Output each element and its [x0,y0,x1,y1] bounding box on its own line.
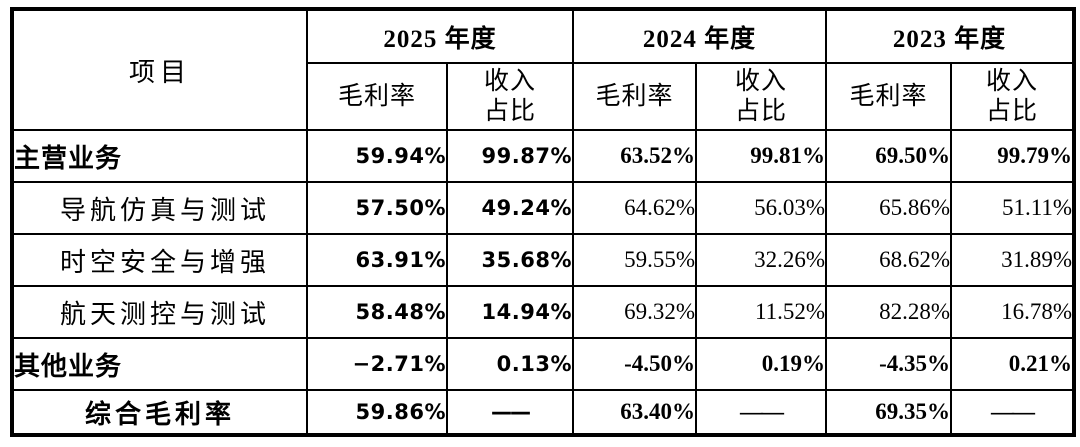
value-cell: 0.21% [950,337,1076,391]
share-header-2024: 收入 占比 [695,62,828,131]
value-cell: 16.78% [950,285,1076,339]
year-header-2025: 2025 年度 [305,8,575,64]
header-row-metrics: 毛利率 收入 占比 毛利率 收入 占比 毛利率 收入 占比 [12,62,1076,131]
table-row-spacetime-security-enhancement: 时空安全与增强 63.91% 35.68% 59.55% 32.26% 68.6… [11,233,1076,287]
value-cell: 99.79% [950,129,1076,183]
value-cell: 59.86% [306,389,448,436]
margin-header-2023: 毛利率 [825,62,953,131]
margin-header-2025: 毛利率 [306,62,448,131]
year-header-2024: 2024 年度 [572,8,828,64]
value-cell: 32.26% [695,233,828,287]
dash-cell: —— [950,389,1076,436]
value-cell: 31.89% [950,233,1076,287]
table-row-overall-gross-margin: 综合毛利率 59.86% —— 63.40% —— 69.35% —— [11,389,1076,436]
row-label: 主营业务 [11,129,308,183]
dash-cell: —— [445,389,575,436]
value-cell: 69.50% [825,129,953,183]
table-row-main-business: 主营业务 59.94% 99.87% 63.52% 99.81% 69.50% … [11,129,1076,183]
item-column-header: 项目 [11,8,308,131]
value-cell: 49.24% [445,181,575,235]
row-label: 其他业务 [11,337,308,391]
value-cell: 65.86% [825,181,953,235]
value-cell: 11.52% [695,285,828,339]
value-cell: 82.28% [825,285,953,339]
value-cell: 64.62% [572,181,698,235]
value-cell: 0.13% [445,337,575,391]
value-cell: 56.03% [695,181,828,235]
value-cell: 63.91% [306,233,448,287]
table-row-nav-simulation-testing: 导航仿真与测试 57.50% 49.24% 64.62% 56.03% 65.8… [11,181,1076,235]
value-cell: −2.71% [306,337,448,391]
value-cell: 99.87% [445,129,575,183]
row-label: 时空安全与增强 [11,233,308,287]
value-cell: 51.11% [950,181,1076,235]
value-cell: 59.94% [306,129,448,183]
value-cell: 68.62% [825,233,953,287]
value-cell: 58.48% [306,285,448,339]
share-header-2023: 收入 占比 [950,62,1076,131]
margin-header-2024: 毛利率 [572,62,698,131]
share-header-line1: 收入 [986,67,1039,95]
year-header-2023: 2023 年度 [825,8,1076,64]
row-label: 导航仿真与测试 [11,181,308,235]
dash-cell: —— [695,389,828,436]
value-cell: 99.81% [695,129,828,183]
table-row-other-business: 其他业务 −2.71% 0.13% -4.50% 0.19% -4.35% 0.… [11,337,1076,391]
value-cell: -4.35% [825,337,953,391]
header-row-years: 项目 2025 年度 2024 年度 2023 年度 [11,8,1076,131]
value-cell: -4.50% [572,337,698,391]
share-header-line2: 占比 [484,97,537,125]
value-cell: 0.19% [695,337,828,391]
share-header-line2: 占比 [986,97,1039,125]
share-header-line2: 占比 [735,97,788,125]
value-cell: 14.94% [445,285,575,339]
value-cell: 69.35% [825,389,953,436]
share-header-line1: 收入 [484,67,537,95]
value-cell: 59.55% [572,233,698,287]
value-cell: 63.40% [572,389,698,436]
value-cell: 69.32% [572,285,698,339]
row-label: 航天测控与测试 [11,285,308,339]
value-cell: 35.68% [445,233,575,287]
gross-margin-revenue-table: 项目 2025 年度 2024 年度 2023 年度 毛利率 收入 占比 毛利率… [10,7,1077,437]
table-row-space-tt-c-testing: 航天测控与测试 58.48% 14.94% 69.32% 11.52% 82.2… [11,285,1076,339]
value-cell: 63.52% [572,129,698,183]
row-label: 综合毛利率 [11,389,308,436]
gross-margin-table-container: 项目 2025 年度 2024 年度 2023 年度 毛利率 收入 占比 毛利率… [10,7,1077,437]
share-header-line1: 收入 [735,67,788,95]
value-cell: 57.50% [306,181,448,235]
share-header-2025: 收入 占比 [445,62,575,131]
